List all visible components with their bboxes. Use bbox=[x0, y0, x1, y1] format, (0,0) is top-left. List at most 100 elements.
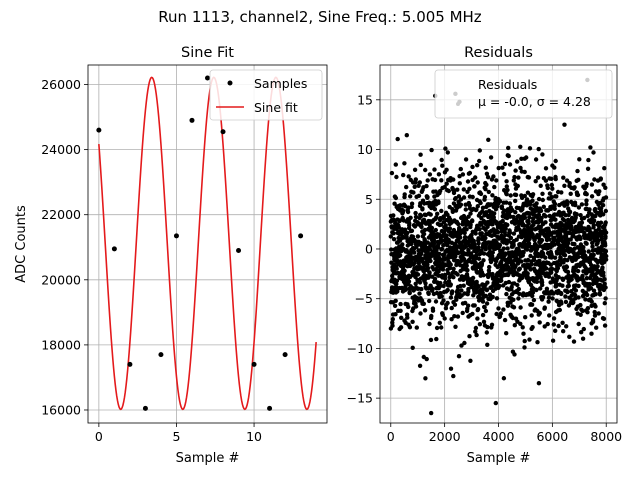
residual-point bbox=[440, 163, 445, 168]
residual-point bbox=[483, 235, 488, 241]
residual-point bbox=[483, 293, 489, 299]
residual-point bbox=[443, 146, 448, 151]
residual-point bbox=[585, 166, 591, 171]
residual-point bbox=[405, 315, 410, 320]
residual-point bbox=[424, 183, 429, 189]
residual-point bbox=[559, 190, 564, 195]
residual-point bbox=[522, 169, 527, 175]
residual-point bbox=[603, 296, 608, 301]
residual-point bbox=[451, 373, 456, 379]
residual-point bbox=[508, 300, 513, 305]
residual-point bbox=[485, 175, 491, 180]
residual-point bbox=[533, 179, 538, 184]
residual-point bbox=[538, 286, 543, 291]
residual-point bbox=[455, 187, 460, 192]
residual-point bbox=[442, 316, 447, 321]
residual-point bbox=[404, 234, 409, 239]
residual-point bbox=[410, 345, 415, 350]
residual-point bbox=[407, 290, 412, 296]
residual-point bbox=[430, 286, 435, 292]
residual-point bbox=[579, 220, 585, 225]
residual-point bbox=[565, 289, 570, 295]
residual-point bbox=[580, 273, 585, 279]
residual-point bbox=[549, 195, 554, 200]
residual-point bbox=[572, 241, 577, 247]
residual-point bbox=[518, 321, 523, 326]
sine-fit-ytick-label: 22000 bbox=[41, 207, 81, 222]
residual-point bbox=[587, 281, 592, 287]
residual-point bbox=[475, 204, 480, 209]
residual-point bbox=[567, 209, 573, 214]
residual-point bbox=[409, 201, 415, 206]
residual-point bbox=[552, 165, 557, 170]
residual-point bbox=[467, 186, 472, 191]
residual-point bbox=[452, 314, 457, 319]
residual-point bbox=[566, 283, 571, 288]
residual-outlier-point bbox=[501, 376, 507, 381]
residual-point bbox=[433, 299, 439, 304]
residual-point bbox=[603, 257, 609, 262]
residual-point bbox=[455, 288, 460, 293]
residual-point bbox=[485, 280, 490, 285]
residual-point bbox=[444, 167, 449, 172]
residual-point bbox=[463, 207, 468, 212]
residual-point bbox=[576, 283, 581, 289]
residual-point bbox=[449, 317, 454, 322]
residual-point bbox=[560, 283, 565, 288]
residual-point bbox=[459, 343, 464, 348]
residual-point bbox=[543, 255, 548, 260]
residual-point bbox=[499, 278, 504, 283]
residual-point bbox=[425, 266, 431, 271]
residual-point bbox=[417, 291, 422, 296]
residual-point bbox=[473, 231, 478, 236]
residual-point bbox=[416, 183, 421, 188]
residual-point bbox=[530, 192, 536, 197]
sample-point bbox=[111, 246, 117, 252]
residual-point bbox=[427, 172, 433, 177]
sine-fit-ytick-label: 16000 bbox=[41, 402, 81, 417]
residual-point bbox=[590, 268, 595, 273]
sine-fit-ticks: 0 5 10 16000 18000 20000 22000 24000 26000 bbox=[41, 77, 262, 444]
residual-point bbox=[556, 323, 561, 329]
residual-point bbox=[391, 213, 396, 218]
residual-point bbox=[418, 213, 424, 219]
residual-point bbox=[510, 207, 515, 213]
residual-point bbox=[391, 237, 397, 242]
residual-point bbox=[467, 334, 472, 339]
residual-point bbox=[523, 315, 528, 320]
residual-point bbox=[452, 302, 458, 307]
residual-point bbox=[529, 313, 534, 318]
residual-point bbox=[395, 136, 400, 142]
residual-point bbox=[409, 228, 415, 233]
residual-point bbox=[413, 214, 419, 220]
legend-residuals-stats: μ = -0.0, σ = 4.28 bbox=[478, 94, 591, 109]
residual-point bbox=[461, 187, 466, 192]
residual-point bbox=[580, 308, 585, 314]
residual-point bbox=[476, 245, 481, 250]
residual-point bbox=[518, 144, 523, 149]
residual-point bbox=[475, 316, 480, 321]
residual-point bbox=[550, 338, 556, 343]
residual-point bbox=[539, 238, 545, 243]
residual-point bbox=[481, 258, 486, 263]
residual-point bbox=[596, 238, 601, 243]
sine-fit-ytick-label: 20000 bbox=[41, 272, 81, 287]
sample-point bbox=[220, 129, 226, 135]
residual-point bbox=[492, 211, 497, 216]
residual-point bbox=[527, 215, 532, 220]
residual-point bbox=[528, 202, 533, 207]
residual-point bbox=[512, 323, 517, 328]
sample-point bbox=[96, 127, 102, 133]
residual-point bbox=[511, 243, 516, 248]
residual-point bbox=[463, 157, 469, 162]
residual-point bbox=[543, 220, 548, 225]
residual-point bbox=[576, 254, 581, 260]
residual-point bbox=[418, 311, 423, 316]
residual-point bbox=[442, 276, 448, 281]
residual-point bbox=[484, 171, 490, 176]
residual-point bbox=[446, 279, 452, 284]
residual-point bbox=[423, 167, 428, 173]
residual-point bbox=[520, 207, 525, 212]
residual-point bbox=[602, 323, 608, 328]
residual-point bbox=[595, 264, 600, 269]
